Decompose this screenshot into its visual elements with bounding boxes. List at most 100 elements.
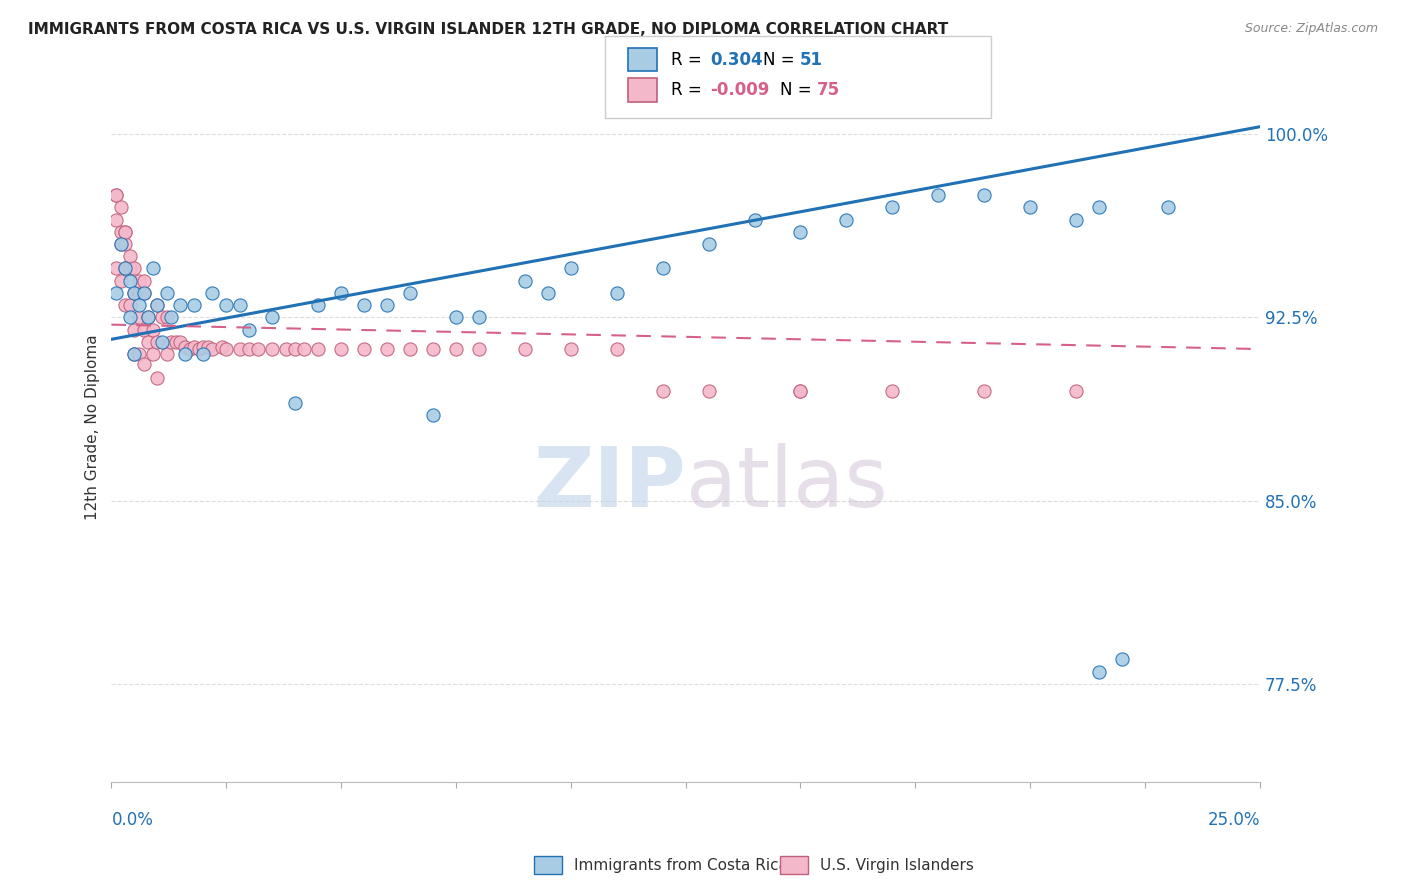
Point [651, 261, 673, 276]
Point [142, 347, 165, 361]
Point [399, 285, 422, 300]
Point [835, 212, 858, 227]
Point [150, 310, 173, 325]
Text: R =: R = [671, 81, 707, 99]
Point [110, 225, 132, 239]
Point [118, 310, 141, 325]
Point [146, 334, 169, 349]
Point [110, 237, 132, 252]
Point [247, 342, 270, 356]
Text: U.S. Virgin Islanders: U.S. Virgin Islanders [820, 858, 973, 872]
Point [146, 371, 169, 385]
Point [215, 298, 238, 312]
Point [114, 237, 136, 252]
Point [132, 285, 155, 300]
Point [124, 261, 146, 276]
Point [124, 347, 146, 361]
Text: 51: 51 [800, 51, 823, 69]
Text: 25.0%: 25.0% [1208, 811, 1260, 829]
Point [262, 310, 284, 325]
Point [744, 212, 766, 227]
Point [183, 340, 205, 354]
Point [160, 310, 183, 325]
Point [238, 342, 260, 356]
Point [155, 285, 177, 300]
Text: 0.0%: 0.0% [111, 811, 153, 829]
Text: R =: R = [671, 51, 707, 69]
Point [165, 334, 187, 349]
Point [118, 298, 141, 312]
Point [353, 298, 375, 312]
Point [1064, 384, 1087, 398]
Point [150, 334, 173, 349]
Point [513, 342, 536, 356]
Text: Immigrants from Costa Rica: Immigrants from Costa Rica [574, 858, 787, 872]
Point [1064, 212, 1087, 227]
Point [353, 342, 375, 356]
Point [606, 342, 628, 356]
Point [215, 342, 238, 356]
Point [307, 298, 329, 312]
Point [560, 342, 582, 356]
Point [142, 322, 165, 336]
Point [973, 188, 995, 202]
Point [197, 340, 219, 354]
Point [330, 285, 353, 300]
Point [128, 347, 150, 361]
Point [105, 188, 128, 202]
Text: N =: N = [780, 81, 817, 99]
Point [114, 298, 136, 312]
Point [1088, 665, 1111, 679]
Point [537, 285, 560, 300]
Point [882, 384, 904, 398]
Point [110, 237, 132, 252]
Point [927, 188, 949, 202]
Point [124, 322, 146, 336]
Point [124, 347, 146, 361]
Text: atlas: atlas [686, 443, 887, 524]
Point [444, 342, 467, 356]
Point [128, 310, 150, 325]
Point [174, 340, 197, 354]
Point [468, 342, 491, 356]
Text: IMMIGRANTS FROM COSTA RICA VS U.S. VIRGIN ISLANDER 12TH GRADE, NO DIPLOMA CORREL: IMMIGRANTS FROM COSTA RICA VS U.S. VIRGI… [28, 22, 949, 37]
Point [132, 285, 155, 300]
Point [114, 261, 136, 276]
Point [146, 298, 169, 312]
Point [1088, 200, 1111, 214]
Point [128, 274, 150, 288]
Point [307, 342, 329, 356]
Text: ZIP: ZIP [533, 443, 686, 524]
Point [193, 340, 215, 354]
Point [136, 334, 159, 349]
Point [1111, 652, 1133, 666]
Point [128, 298, 150, 312]
Point [105, 188, 128, 202]
Point [375, 342, 398, 356]
Point [114, 261, 136, 276]
Point [132, 274, 155, 288]
Point [229, 298, 252, 312]
Point [105, 285, 128, 300]
Point [155, 310, 177, 325]
Point [169, 298, 191, 312]
Point [444, 310, 467, 325]
Point [399, 342, 422, 356]
Point [136, 310, 159, 325]
Point [292, 342, 315, 356]
Point [789, 384, 811, 398]
Point [1019, 200, 1042, 214]
Point [132, 357, 155, 371]
Point [142, 261, 165, 276]
Text: -0.009: -0.009 [710, 81, 769, 99]
Point [114, 225, 136, 239]
Text: Source: ZipAtlas.com: Source: ZipAtlas.com [1244, 22, 1378, 36]
Text: 0.304: 0.304 [710, 51, 762, 69]
Point [274, 342, 297, 356]
Point [114, 225, 136, 239]
Point [169, 334, 191, 349]
Point [118, 249, 141, 263]
Point [128, 285, 150, 300]
Point [284, 342, 307, 356]
Point [229, 342, 252, 356]
